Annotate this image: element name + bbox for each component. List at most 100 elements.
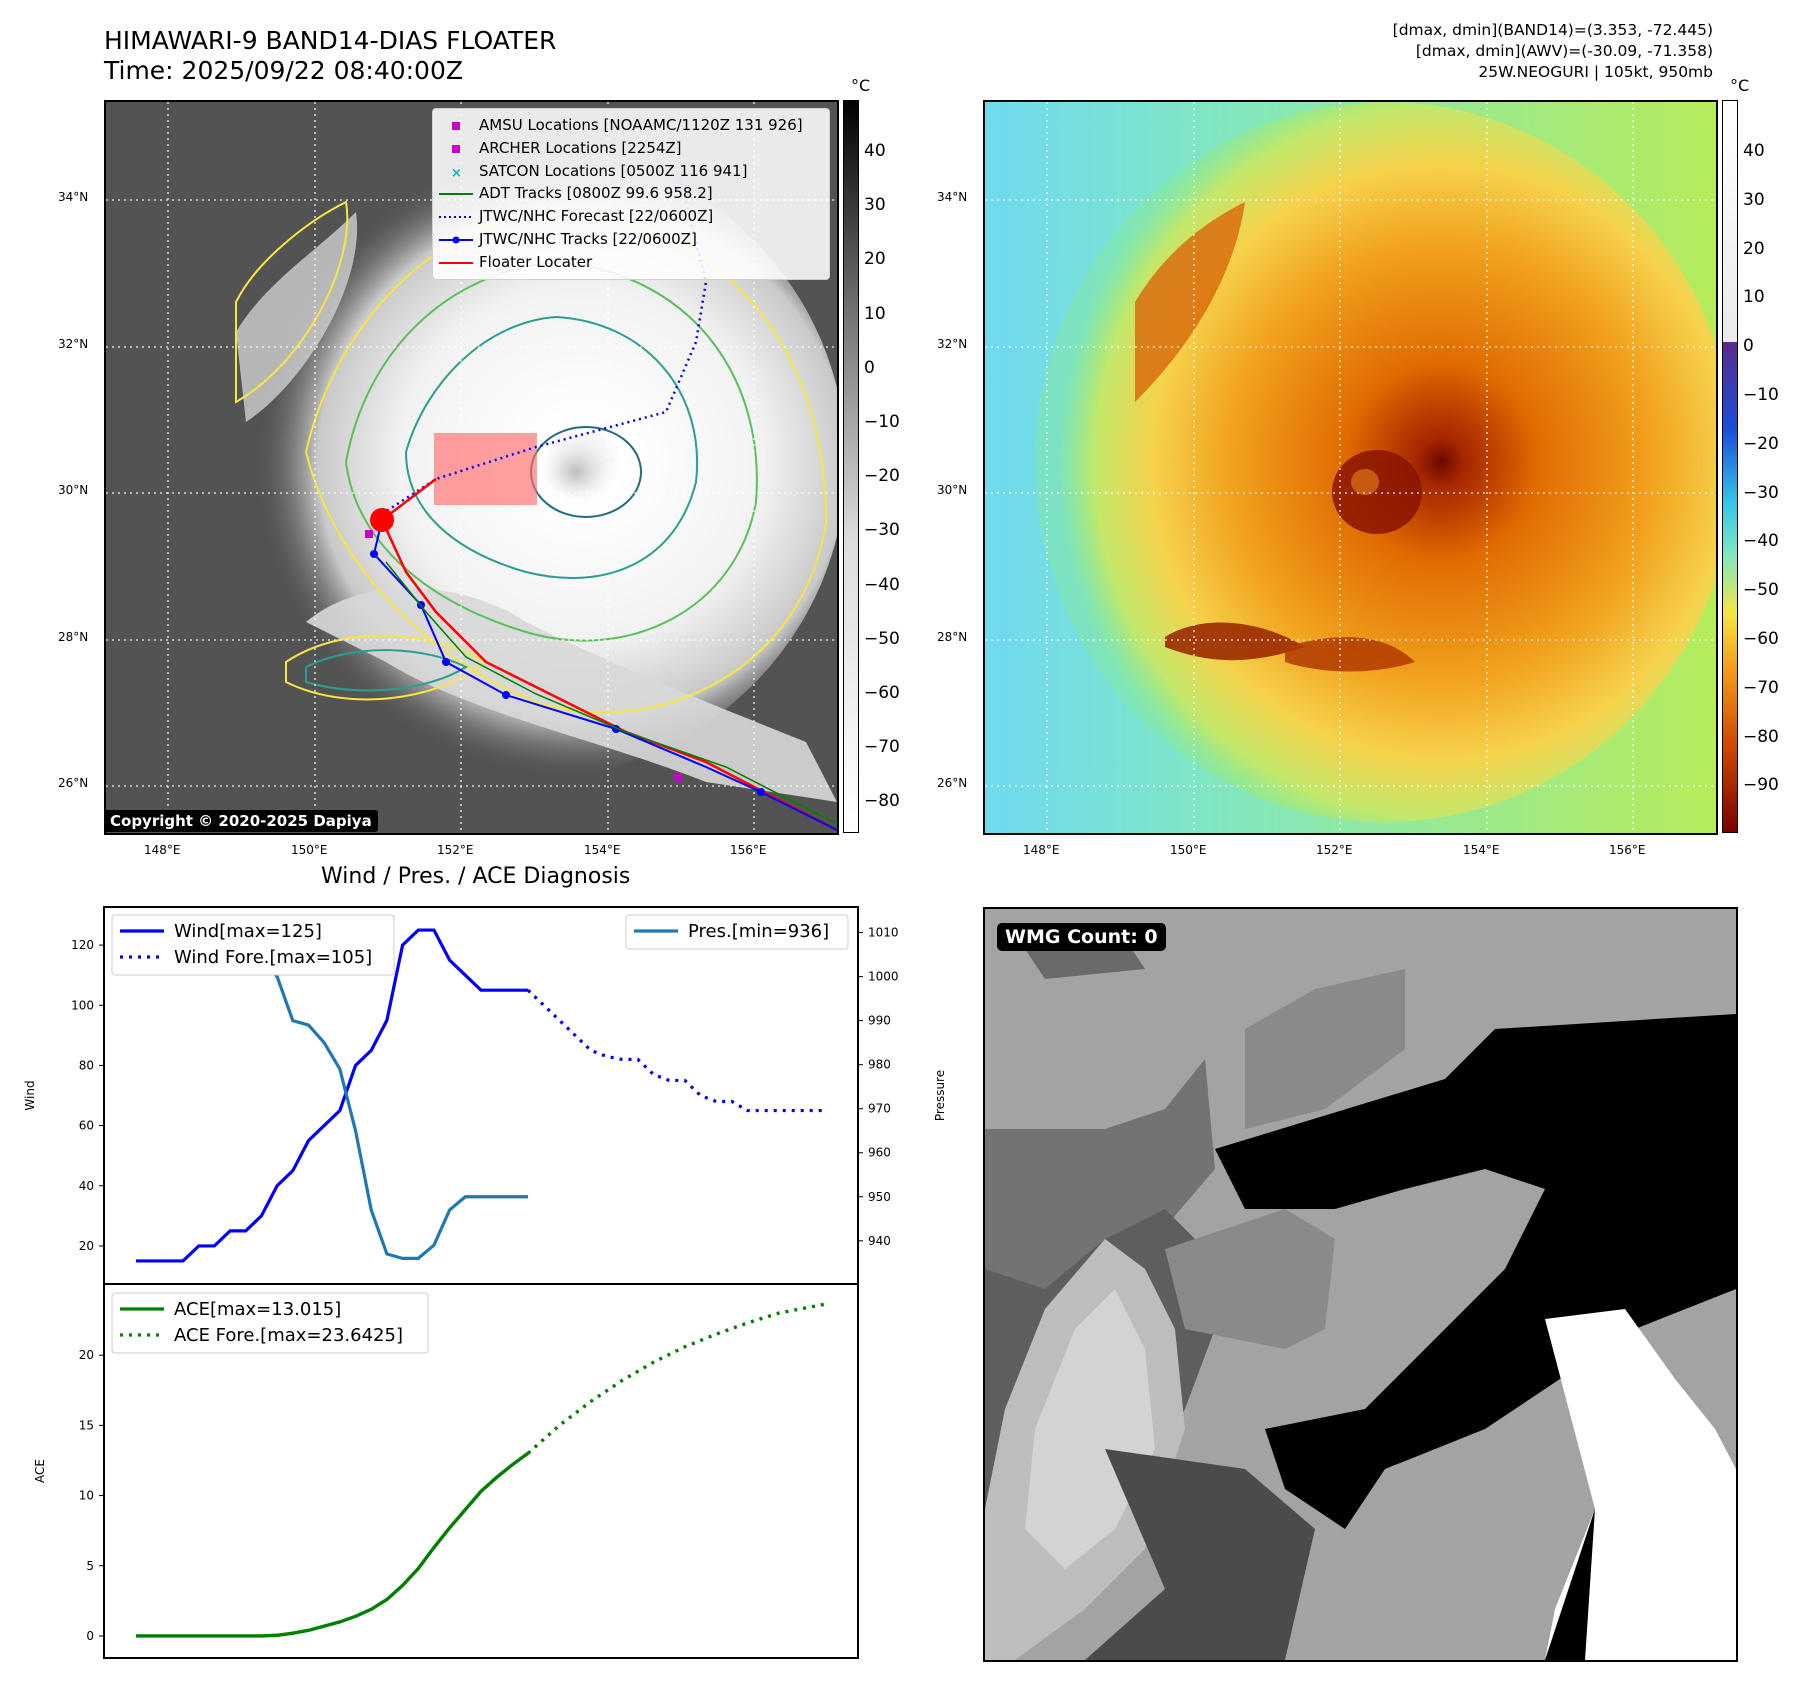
legend-label: JTWC/NHC Tracks [22/0600Z] (479, 230, 697, 248)
colorbar-tick: −30 (1743, 482, 1779, 503)
legend-label: Wind Fore.[max=105] (174, 947, 372, 968)
legend-marker (439, 261, 473, 264)
diagnosis-title: Wind / Pres. / ACE Diagnosis (321, 864, 631, 889)
colorbar-tick: −30 (864, 520, 900, 541)
wmg-count-badge: WMG Count: 0 (997, 923, 1166, 951)
gray-colorbar (843, 100, 859, 833)
ace-axis-label: ACE (33, 1459, 47, 1483)
pres-ytick-label: 980 (868, 1058, 891, 1072)
colorbar-tick: −20 (864, 466, 900, 487)
wind-axis-label: Wind (23, 1080, 37, 1110)
title-line-1: HIMAWARI-9 BAND14-DIAS FLOATER (104, 26, 557, 55)
colorbar-tick: 20 (864, 249, 886, 270)
colorbar-tick: 10 (1743, 287, 1765, 308)
pres-ytick-label: 970 (868, 1102, 891, 1116)
legend-label: ACE Fore.[max=23.6425] (174, 1325, 403, 1346)
colorbar-tick: −40 (1743, 531, 1779, 552)
svg-text:×: × (451, 166, 462, 181)
colorbar-tick: −60 (1743, 629, 1779, 649)
legend-label: ARCHER Locations [2254Z] (479, 138, 682, 157)
storm-center (370, 508, 394, 532)
colorbar-tick: 20 (1743, 238, 1765, 259)
wind-ytick-label: 40 (79, 1179, 94, 1193)
wind-ytick-label: 80 (79, 1058, 94, 1072)
legend-label: Wind[max=125] (174, 921, 322, 942)
colorbar-tick: −70 (1743, 677, 1779, 698)
colorbar-tick: 30 (864, 195, 886, 216)
legend-label: Pres.[min=936] (688, 921, 829, 942)
wind-ytick-label: 120 (71, 938, 94, 952)
lon-tick-label: 152°E (437, 843, 474, 857)
gray-colorbar-unit: °C (851, 76, 871, 95)
adt-track (385, 561, 837, 825)
color-colorbar (1722, 100, 1738, 833)
chart-legend (625, 914, 849, 950)
lat-tick-label: 26°N (58, 776, 89, 790)
pres-ytick-label: 940 (868, 1234, 891, 1248)
legend-marker (439, 193, 473, 196)
legend-label: AMSU Locations [NOAAMC/1120Z 131 926] (479, 116, 803, 134)
figure-title: HIMAWARI-9 BAND14-DIAS FLOATER Time: 202… (104, 26, 556, 86)
colorbar-tick: 0 (1743, 336, 1754, 357)
chart-legend (111, 1292, 429, 1354)
lat-tick-label: 32°N (937, 337, 968, 351)
colorbar-tick: 10 (864, 303, 886, 324)
colorbar-tick: −90 (1743, 775, 1779, 796)
lat-tick-label: 34°N (58, 190, 89, 204)
pres-ytick-label: 990 (868, 1014, 891, 1028)
ace-series-line (136, 1451, 530, 1638)
colorbar-tick: −40 (864, 574, 900, 595)
storm-info: [dmax, dmin](BAND14)=(3.353, -72.445) [d… (1393, 20, 1713, 83)
ace-ytick-label: 20 (79, 1348, 94, 1362)
pres-axis-label: Pressure (933, 1070, 947, 1121)
ace-ytick-label: 0 (86, 1629, 94, 1643)
colorbar-tick: 40 (1743, 141, 1765, 161)
lon-tick-label: 148°E (1023, 843, 1060, 857)
legend-label: Floater Locater (479, 252, 593, 271)
colorbar-tick: 0 (864, 357, 875, 378)
legend-marker (452, 122, 460, 130)
colorbar-tick: −20 (1743, 433, 1779, 454)
lat-tick-label: 30°N (937, 483, 968, 497)
lon-tick-label: 150°E (291, 843, 328, 857)
colorbar-tick: −70 (864, 737, 900, 758)
lon-tick-label: 150°E (1170, 843, 1207, 857)
legend-label: ACE[max=13.015] (174, 1299, 341, 1320)
ace-ytick-label: 15 (79, 1418, 94, 1432)
ace-ytick-label: 5 (86, 1559, 94, 1573)
pres-ytick-label: 960 (868, 1146, 891, 1160)
legend-label: ADT Tracks [0800Z 99.6 958.2] (479, 184, 713, 203)
colorbar-tick: −10 (1743, 385, 1779, 405)
colorbar-tick: −10 (864, 412, 900, 432)
lon-tick-label: 154°E (584, 843, 621, 857)
lat-tick-label: 32°N (58, 337, 89, 351)
pres-ytick-label: 950 (868, 1190, 891, 1204)
chart-legend (111, 914, 395, 976)
lon-tick-label: 154°E (1463, 843, 1500, 857)
legend-marker (439, 236, 473, 244)
diagnosis-chart: 2040608010012094095096097098099010001010… (23, 906, 947, 1659)
lat-tick-label: 28°N (58, 630, 89, 644)
lon-tick-label: 152°E (1316, 843, 1353, 857)
title-line-2: Time: 2025/09/22 08:40:00Z (104, 56, 463, 85)
series-line (136, 928, 529, 1263)
legend-label: JTWC/NHC Forecast [22/0600Z] (479, 207, 714, 226)
series-line (526, 989, 826, 1113)
colorbar-tick: −50 (1743, 580, 1779, 601)
wind-ytick-label: 20 (79, 1239, 94, 1253)
colorbar-tick: 40 (864, 141, 886, 161)
color-colorbar-unit: °C (1730, 76, 1750, 95)
ir-color-map (983, 100, 1718, 835)
colorbar-tick: −80 (864, 791, 900, 812)
floater-box (434, 433, 537, 505)
info-line-3: 25W.NEOGURI | 105kt, 950mb (1478, 63, 1713, 81)
ir-color-map-image (985, 102, 1716, 833)
colorbar-tick: −80 (1743, 726, 1779, 747)
lon-tick-label: 156°E (730, 843, 767, 857)
colorbar-tick: −50 (864, 628, 900, 649)
legend-marker (439, 216, 473, 219)
wind-ytick-label: 60 (79, 1119, 94, 1133)
wind-ytick-label: 100 (71, 998, 94, 1012)
lat-tick-label: 34°N (937, 190, 968, 204)
lat-tick-label: 26°N (937, 776, 968, 790)
